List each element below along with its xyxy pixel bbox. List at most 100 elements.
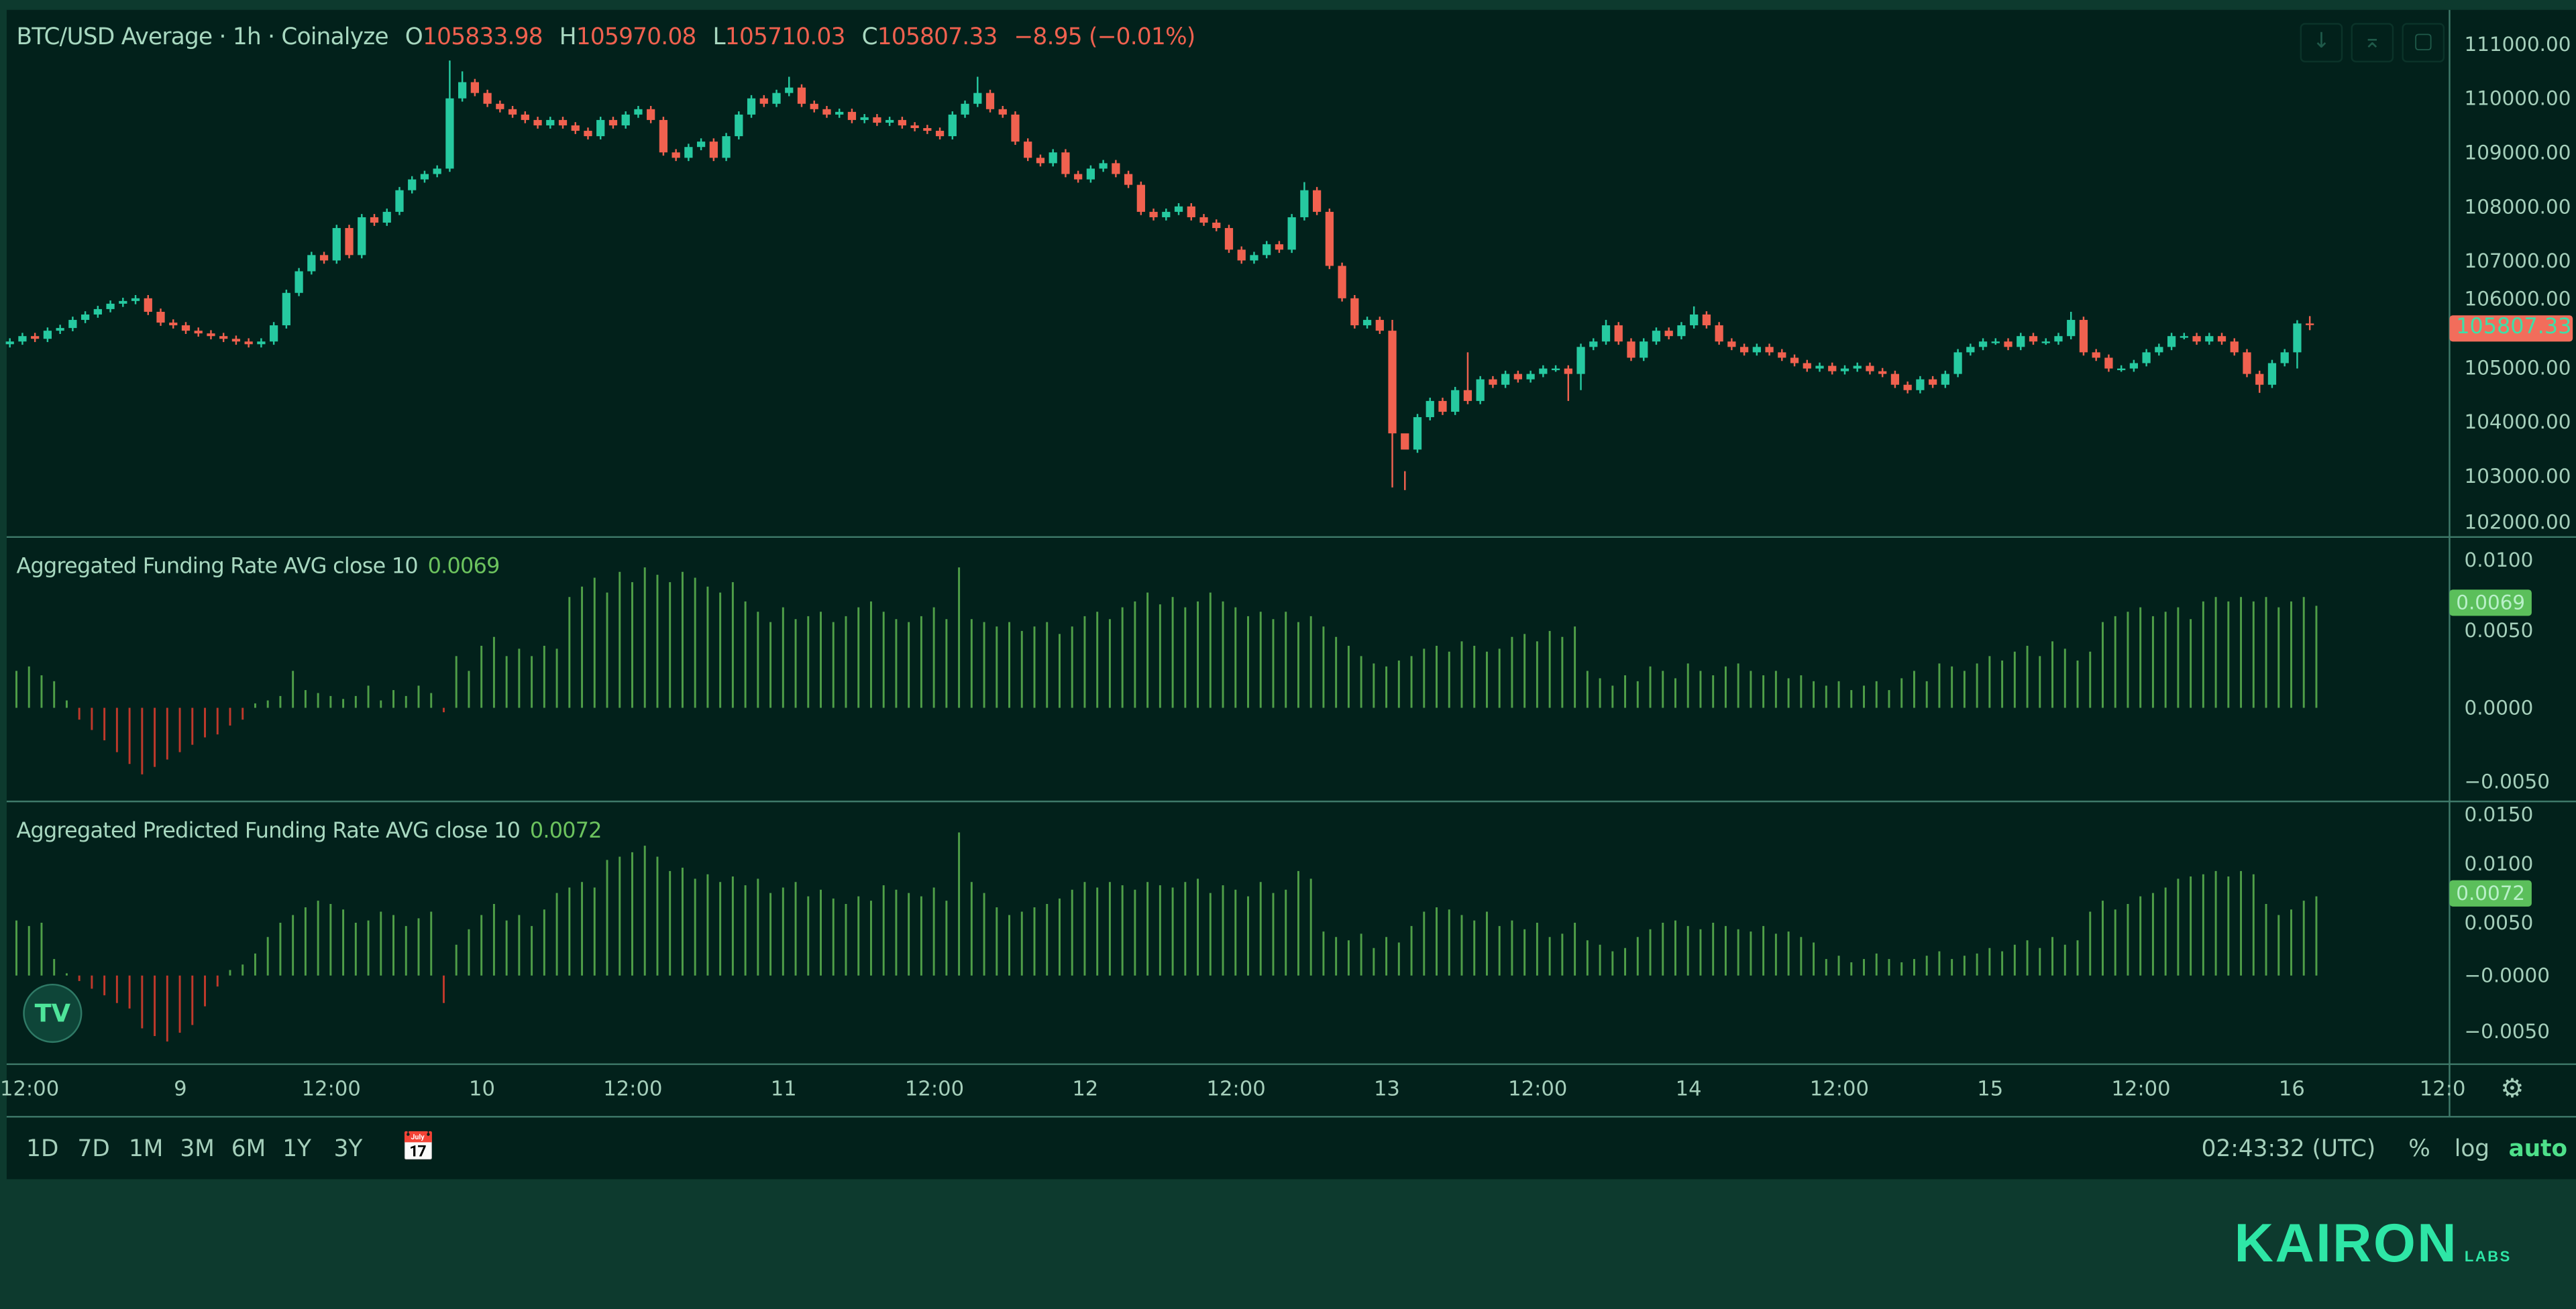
candle-body (458, 82, 467, 99)
time-tick: 12:00 (301, 1076, 361, 1100)
time-tick: 15 (1977, 1076, 2004, 1100)
candle-body (332, 228, 341, 261)
low-label: L (712, 24, 726, 51)
range-6m-button[interactable]: 6M (231, 1136, 266, 1163)
collapse-icon[interactable]: ⌅ (2351, 23, 2394, 63)
last-price-badge: 105807.33 (2449, 315, 2573, 342)
candle-body (1463, 390, 1472, 401)
candle-body (910, 125, 919, 129)
range-3m-button[interactable]: 3M (180, 1136, 215, 1163)
candle-body (1890, 374, 1900, 385)
candle-body (1174, 206, 1183, 212)
candle-body (1099, 163, 1108, 169)
candle-body (194, 331, 203, 334)
candle-body (433, 168, 441, 174)
candle-body (408, 179, 417, 190)
candle-body (1438, 400, 1447, 412)
candle-body (1853, 365, 1862, 369)
candle-body (1036, 158, 1045, 164)
candle-body (1362, 320, 1372, 326)
price-tick: 111000.00 (2464, 32, 2571, 56)
candle-body (860, 117, 869, 120)
candle-body (131, 298, 140, 301)
candle-body (1916, 379, 1925, 390)
candle-body (1526, 374, 1535, 380)
candle-body (747, 98, 756, 115)
candle-body (1941, 374, 1949, 385)
candle-body (1752, 347, 1761, 353)
candle-body (1501, 374, 1510, 385)
range-1d-button[interactable]: 1D (26, 1136, 59, 1163)
time-tick: 11 (770, 1076, 797, 1100)
candle-body (231, 339, 241, 342)
candle-body (785, 87, 794, 93)
close-label: C (861, 24, 878, 51)
chart-legend: BTC/USD Average · 1h · Coinalyze O105833… (16, 25, 1195, 51)
candle-body (1627, 341, 1635, 358)
candle-body (822, 109, 831, 115)
candle-body (772, 93, 781, 104)
candle-body (2067, 320, 2076, 337)
candle-body (56, 328, 64, 331)
candle-body (521, 114, 529, 120)
funding-tick: 0.0000 (2464, 696, 2534, 720)
candle-body (961, 103, 969, 115)
candle-body (1815, 365, 1824, 369)
candle-body (2142, 352, 2151, 363)
funding-tick: 0.0100 (2464, 548, 2534, 572)
candle-body (696, 141, 706, 148)
candle-body (2017, 336, 2025, 347)
open-label: O (405, 24, 423, 51)
candle-body (1451, 390, 1460, 412)
candle-body (2167, 336, 2176, 347)
candle-body (1263, 244, 1271, 255)
candle-body (647, 109, 655, 120)
candle-body (345, 228, 354, 255)
candle-body (973, 93, 982, 104)
log-toggle[interactable]: log (2454, 1136, 2490, 1163)
predicted-tick: −0.0000 (2464, 964, 2550, 987)
utc-clock[interactable]: 02:43:32 (UTC) (2201, 1136, 2376, 1163)
price-tick: 104000.00 (2464, 410, 2571, 434)
price-tick: 109000.00 (2464, 141, 2571, 164)
candle-body (1739, 347, 1749, 353)
candle-body (672, 152, 680, 158)
candle-body (68, 320, 77, 329)
chart-canvas[interactable] (0, 0, 2576, 1182)
calendar-goto-icon[interactable]: 📅 (400, 1131, 436, 1165)
time-tick: 10 (469, 1076, 495, 1100)
candle-body (1086, 168, 1095, 180)
candle-body (18, 336, 27, 342)
funding-tick: −0.0050 (2464, 770, 2550, 793)
funding-pane-legend: Aggregated Funding Rate AVG close 10 0.00… (16, 555, 500, 580)
range-1m-button[interactable]: 1M (128, 1136, 164, 1163)
candle-body (1715, 325, 1723, 342)
candle-body (2117, 368, 2126, 371)
candle-body (1702, 314, 1711, 326)
fullscreen-icon[interactable]: ▢ (2402, 23, 2445, 63)
time-tick: 12:00 (904, 1076, 965, 1100)
candle-body (1489, 379, 1497, 385)
candle-body (1224, 228, 1234, 250)
settings-icon[interactable]: ⚙ (2500, 1072, 2524, 1104)
candle-body (43, 331, 52, 339)
symbol-title: BTC/USD Average · 1h · Coinalyze (16, 24, 388, 51)
candle-body (722, 136, 731, 158)
candle-body (1677, 325, 1686, 337)
candle-body (119, 300, 127, 304)
time-tick: 12:0 (2419, 1076, 2466, 1100)
candle-body (370, 217, 379, 223)
candle-body (1413, 417, 1422, 450)
download-icon[interactable]: ↓ (2300, 23, 2343, 63)
tradingview-logo[interactable]: TV (23, 983, 83, 1043)
price-tick: 110000.00 (2464, 87, 2571, 111)
percent-toggle[interactable]: % (2408, 1136, 2430, 1163)
range-1y-button[interactable]: 1Y (282, 1136, 312, 1163)
candle-body (382, 211, 391, 223)
candle-body (1803, 363, 1811, 369)
range-7d-button[interactable]: 7D (77, 1136, 110, 1163)
candle-body (2205, 336, 2214, 342)
auto-toggle[interactable]: auto (2508, 1136, 2568, 1163)
range-3y-button[interactable]: 3Y (333, 1136, 363, 1163)
funding-label: Aggregated Funding Rate AVG close 10 (16, 555, 418, 580)
